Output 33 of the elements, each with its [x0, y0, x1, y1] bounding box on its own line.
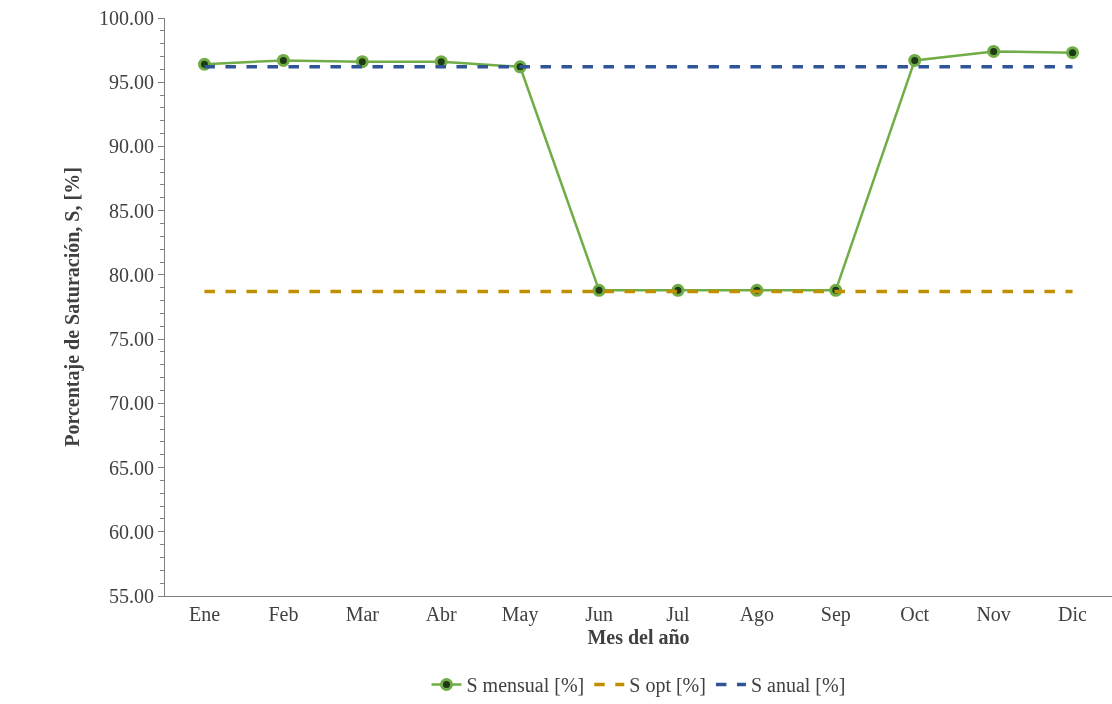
legend-label: S anual [%]	[750, 674, 846, 697]
y-tick-label: 65.00	[109, 456, 154, 479]
x-tick-label: Mar	[345, 603, 380, 625]
x-tick-label: Ago	[739, 603, 775, 626]
x-tick-label: Ene	[188, 603, 221, 625]
x-axis-title: Mes del año	[587, 625, 690, 648]
point	[1066, 46, 1080, 60]
point	[592, 283, 606, 297]
y-axis-title: Porcentaje de Saturación, S, [%]	[60, 167, 84, 447]
y-tick-label: 95.00	[109, 71, 154, 94]
legend-label: S mensual [%]	[466, 674, 585, 697]
y-tick-label: 100.00	[99, 7, 154, 29]
x-tick-label: Jun	[585, 603, 613, 625]
x-tick-label: Sep	[820, 603, 851, 626]
y-tick-label: 55.00	[109, 585, 154, 607]
y-tick-label: 80.00	[109, 263, 154, 286]
y-tick-label: 85.00	[109, 199, 154, 222]
x-tick-label: Dic	[1058, 603, 1088, 625]
x-tick-label: May	[501, 603, 539, 626]
x-tick-label: Feb	[268, 603, 299, 625]
point	[908, 53, 922, 67]
x-tick-label: Nov	[976, 603, 1011, 625]
x-tick-label: Jul	[666, 603, 691, 625]
point	[355, 55, 369, 69]
y-tick-label: 90.00	[109, 135, 154, 158]
x-tick-label: Oct	[900, 603, 930, 625]
point	[276, 53, 290, 67]
x-tick-label: Abr	[425, 603, 458, 625]
y-tick-label: 60.00	[109, 520, 154, 543]
y-tick-label: 70.00	[109, 392, 154, 415]
y-tick-label: 75.00	[109, 328, 154, 351]
point	[987, 44, 1001, 58]
legend-label: S opt [%]	[629, 674, 706, 698]
